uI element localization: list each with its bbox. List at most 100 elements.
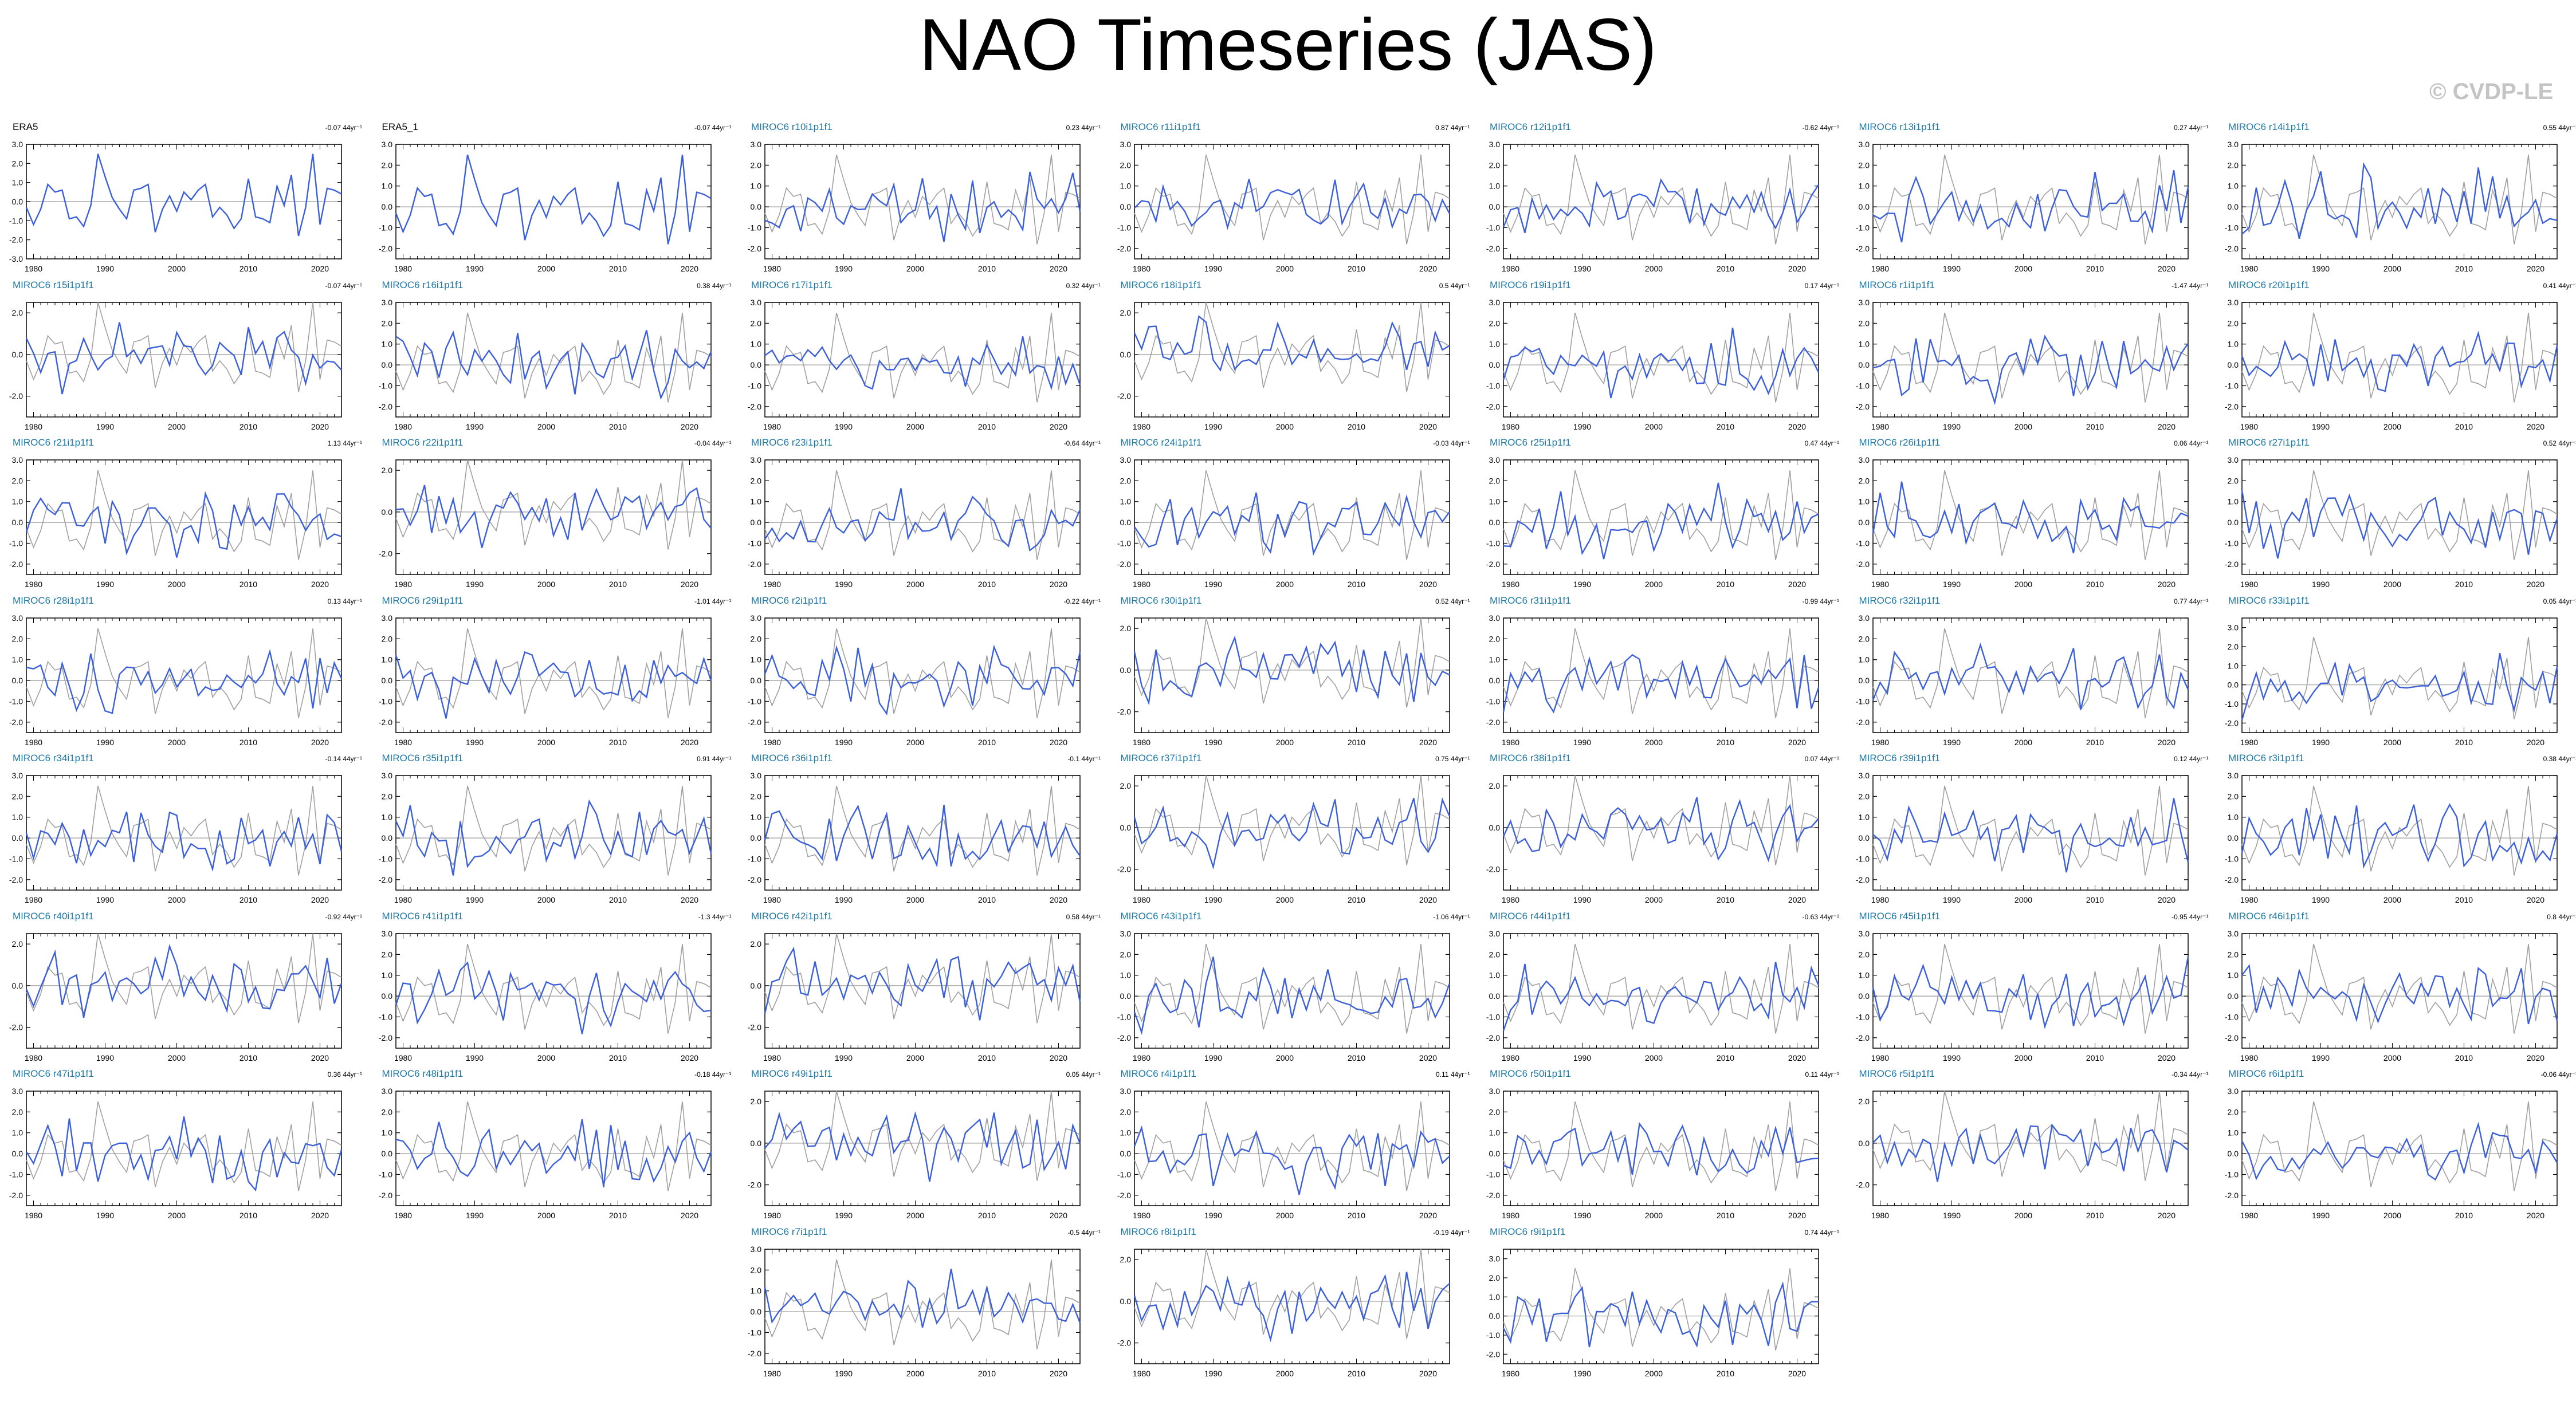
panel-trend: -1.47 44yr⁻¹	[2171, 281, 2209, 290]
x-tick-label: 2000	[1645, 422, 1663, 431]
panel-miroc6-r15i1p1f1: MIROC6 r15i1p1f1 -0.07 44yr⁻¹ 2.0 0.0 -2.0 19…	[0, 280, 367, 434]
y-tick-label: 0.0	[12, 518, 23, 527]
x-tick-label: 1990	[1573, 738, 1591, 747]
member-series-line	[1872, 642, 2189, 710]
y-tick-label: 0.0	[381, 507, 392, 517]
x-tick-label: 2000	[2014, 422, 2032, 431]
member-series-line	[25, 491, 342, 558]
x-tick-label: 2020	[1419, 422, 1436, 431]
member-series-line	[2241, 652, 2558, 721]
panel-miroc6-r28i1p1f1: MIROC6 r28i1p1f1 0.13 44yr⁻¹ 3.0 2.0 1.0 0.0 -…	[0, 595, 367, 750]
x-tick-label: 1980	[1871, 580, 1888, 589]
panel-title: MIROC6 r41i1p1f1	[382, 910, 464, 922]
x-tick-label: 2020	[2527, 264, 2544, 273]
x-tick-label: 2020	[1788, 264, 1806, 273]
y-tick-label: -1.0	[748, 223, 761, 232]
y-tick-label: 1.0	[1858, 655, 1870, 664]
member-series-line	[764, 171, 1081, 242]
y-tick-label: 3.0	[1489, 613, 1501, 623]
x-tick-label: 2020	[311, 580, 329, 589]
panel-plot: 2.0 0.0 -2.0 1980 1990 2000 2010 2020	[9, 301, 342, 431]
x-tick-label: 2020	[1050, 895, 1067, 904]
y-tick-label: 0.0	[12, 349, 23, 359]
x-tick-label: 1980	[1871, 264, 1888, 273]
panel-title: MIROC6 r10i1p1f1	[751, 121, 833, 132]
x-tick-label: 1980	[763, 738, 781, 747]
panel-trend: -0.62 44yr⁻¹	[1802, 124, 1839, 132]
y-tick-label: -1.0	[2225, 381, 2239, 390]
obs-reference-line	[1872, 785, 2188, 876]
y-tick-label: 1.0	[1858, 497, 1870, 506]
panel-trend: 0.17 44yr⁻¹	[1804, 281, 1839, 290]
x-tick-label: 2010	[978, 264, 996, 273]
x-tick-label: 2020	[2527, 738, 2544, 747]
y-tick-label: -3.0	[9, 254, 23, 263]
x-tick-label: 1980	[2240, 264, 2258, 273]
y-tick-label: 0.0	[1489, 360, 1501, 369]
y-tick-label: 1.0	[1858, 182, 1870, 191]
panel-title: MIROC6 r14i1p1f1	[2228, 121, 2310, 132]
y-tick-label: 2.0	[381, 160, 392, 170]
credit-watermark: © CVDP-LE	[2429, 79, 2554, 104]
y-tick-label: -2.0	[1855, 560, 1869, 569]
x-tick-label: 1980	[1871, 738, 1888, 747]
x-tick-label: 2000	[537, 580, 555, 589]
y-tick-label: 3.0	[12, 455, 23, 465]
x-tick-label: 2020	[2527, 580, 2544, 589]
x-tick-label: 2010	[608, 738, 626, 747]
y-tick-label: 2.0	[1120, 781, 1131, 790]
y-tick-label: -1.0	[1855, 223, 1869, 232]
panel-title: MIROC6 r1i1p1f1	[1859, 279, 1935, 290]
y-tick-label: -2.0	[1486, 717, 1500, 726]
panel-miroc6-r2i1p1f1: MIROC6 r2i1p1f1 -0.22 44yr⁻¹ 3.0 2.0 1.0 0.0 -…	[739, 595, 1105, 750]
obs-reference-line	[2241, 470, 2558, 560]
panel-plot: 3.0 2.0 1.0 0.0 -1.0 -2.0 1980 1990 2000 2010 2020	[1486, 613, 1820, 747]
x-tick-label: 1980	[1871, 422, 1888, 431]
x-tick-label: 1990	[1204, 422, 1222, 431]
x-tick-label: 1990	[1942, 422, 1960, 431]
y-tick-label: -2.0	[1117, 560, 1130, 569]
y-tick-label: 2.0	[381, 466, 392, 475]
panel-trend: 0.32 44yr⁻¹	[1066, 281, 1101, 290]
y-tick-label: -1.0	[2225, 538, 2239, 548]
y-tick-label: 1.0	[1489, 970, 1501, 979]
x-tick-label: 1980	[25, 738, 42, 747]
panel-miroc6-r3i1p1f1: MIROC6 r3i1p1f1 0.38 44yr⁻¹ 3.0 2.0 1.0 0.0 -1…	[2216, 753, 2576, 907]
x-tick-label: 2000	[1645, 580, 1663, 589]
y-tick-label: 1.0	[12, 655, 23, 664]
y-tick-label: 1.0	[751, 182, 762, 191]
member-series-line	[1502, 178, 1820, 233]
x-tick-label: 1990	[96, 738, 114, 747]
panel-plot: 3.0 2.0 1.0 0.0 -1.0 -2.0 1980 1990 2000 2010 2020	[378, 298, 712, 431]
y-tick-label: 2.0	[1489, 160, 1501, 170]
y-tick-label: 2.0	[1858, 950, 1870, 959]
x-tick-label: 2020	[1050, 264, 1067, 273]
x-tick-label: 2000	[168, 264, 186, 273]
y-tick-label: 1.0	[751, 813, 762, 822]
member-series-line	[25, 943, 343, 1018]
member-series-line	[1133, 314, 1450, 372]
panel-title: MIROC6 r45i1p1f1	[1859, 910, 1941, 922]
member-series-line	[1503, 482, 1819, 560]
y-tick-label: 0.0	[381, 202, 392, 211]
y-tick-label: 2.0	[381, 318, 392, 328]
y-tick-label: -1.0	[1855, 696, 1869, 706]
panel-title: MIROC6 r35i1p1f1	[382, 753, 464, 763]
x-tick-label: 2000	[906, 264, 924, 273]
plot-frame	[1503, 775, 1819, 891]
plot-frame	[1133, 301, 1450, 418]
panel-plot: 3.0 2.0 1.0 0.0 -1.0 -2.0 1980 1990 2000 2010 2020	[9, 771, 343, 904]
x-tick-label: 1990	[1573, 580, 1591, 589]
x-tick-label: 1990	[1573, 422, 1591, 431]
panel-miroc6-r40i1p1f1: MIROC6 r40i1p1f1 -0.92 44yr⁻¹ 2.0 0.0 -2.0 19…	[0, 911, 367, 1065]
x-tick-label: 2000	[906, 895, 924, 904]
y-tick-label: 2.0	[1858, 318, 1870, 328]
panel-trend: 0.38 44yr⁻¹	[697, 281, 732, 290]
y-tick-label: 0.0	[381, 360, 392, 369]
y-tick-label: 0.0	[1120, 518, 1131, 527]
x-tick-label: 1980	[25, 580, 42, 589]
y-tick-label: 1.0	[2228, 182, 2239, 191]
x-tick-label: 2000	[1275, 1053, 1293, 1062]
x-tick-label: 2000	[537, 1053, 555, 1062]
x-tick-label: 2020	[1419, 264, 1436, 273]
